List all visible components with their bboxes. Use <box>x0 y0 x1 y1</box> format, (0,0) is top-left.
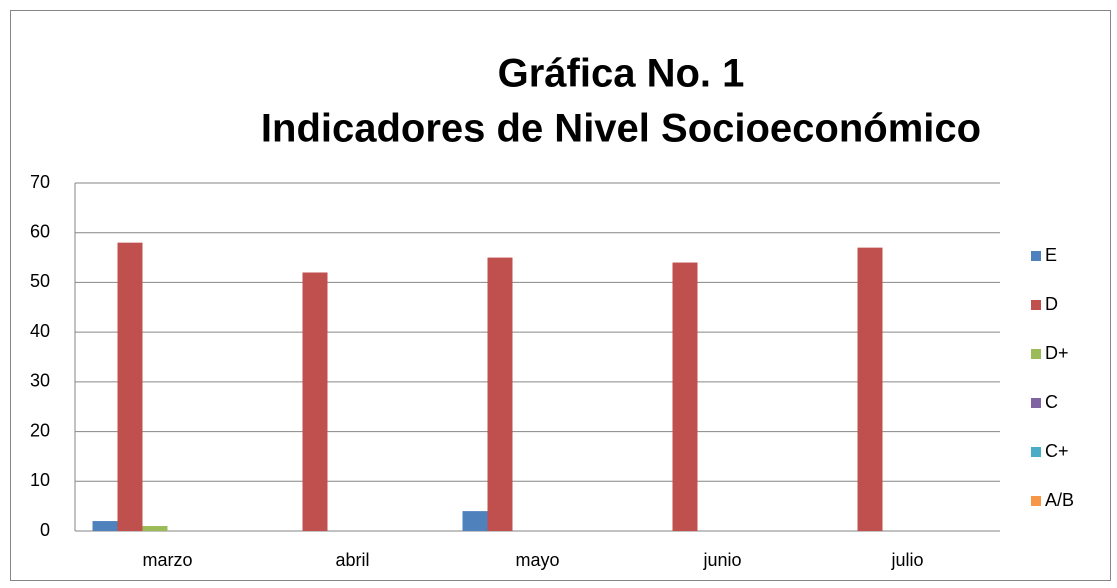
y-tick-label: 50 <box>30 271 50 291</box>
x-tick-label: abril <box>335 550 369 570</box>
y-tick-label: 70 <box>30 172 50 192</box>
bar <box>487 257 513 531</box>
y-tick-label: 10 <box>30 470 50 490</box>
y-tick-label: 30 <box>30 371 50 391</box>
bar <box>857 247 883 531</box>
legend-swatch <box>1031 398 1041 408</box>
bar <box>302 272 328 531</box>
legend-swatch <box>1031 447 1041 457</box>
chart-title: Indicadores de Nivel Socioeconómico <box>261 107 981 151</box>
x-tick-label: mayo <box>515 550 559 570</box>
y-tick-label: 40 <box>30 321 50 341</box>
legend-label: C+ <box>1045 441 1069 461</box>
bar <box>117 242 143 531</box>
x-tick-label: marzo <box>142 550 192 570</box>
legend-swatch <box>1031 251 1041 261</box>
legend-swatch <box>1031 496 1041 506</box>
x-tick-label: junio <box>702 550 741 570</box>
bar <box>462 511 488 531</box>
bar <box>672 262 698 531</box>
y-tick-label: 60 <box>30 221 50 241</box>
legend-label: A/B <box>1045 490 1074 510</box>
bar <box>92 521 118 531</box>
legend-label: D <box>1045 294 1058 314</box>
chart-border <box>10 10 1111 581</box>
x-tick-label: julio <box>890 550 923 570</box>
legend-label: E <box>1045 245 1057 265</box>
chart-title: Gráfica No. 1 <box>498 52 745 96</box>
legend-swatch <box>1031 349 1041 359</box>
y-tick-label: 20 <box>30 420 50 440</box>
bar <box>142 526 168 531</box>
y-tick-label: 0 <box>40 520 50 540</box>
legend-label: C <box>1045 392 1058 412</box>
legend-swatch <box>1031 300 1041 310</box>
legend-label: D+ <box>1045 343 1069 363</box>
